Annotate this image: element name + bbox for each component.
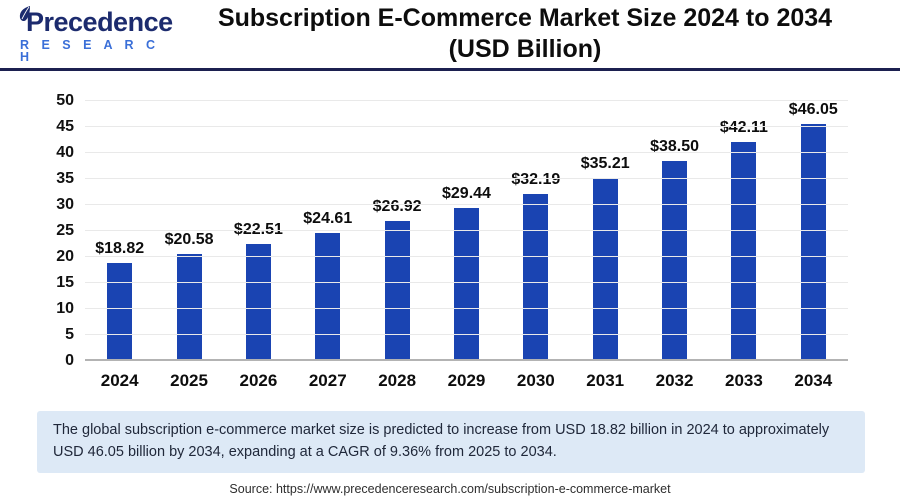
gridline [85,256,848,257]
gridline [85,204,848,205]
y-axis-tick-label: 10 [56,300,74,317]
bar-2028 [384,221,410,361]
bar-value-label: $29.44 [442,184,491,202]
y-axis-tick-label: 35 [56,170,74,187]
chart-title-line1: Subscription E-Commerce Market Size 2024… [217,3,833,32]
y-axis-tick-label: 0 [65,352,74,369]
bar-value-label: $35.21 [580,154,630,172]
bar-column-2024: $18.82 [85,101,154,361]
bar-column-2033: $42.11 [709,101,778,361]
x-axis-tick-label: 2032 [655,371,694,390]
x-axis-tick-label: 2030 [516,371,555,390]
bar-value-label: $24.61 [303,210,353,228]
y-axis-tick-label: 45 [56,118,74,135]
gridline [85,282,848,283]
y-axis-tick-label: 20 [56,248,74,265]
bar-2024 [107,263,133,361]
bar-column-2026: $22.51 [224,101,293,361]
x-axis-tick-label: 2034 [794,371,833,390]
bar-2033 [731,142,757,361]
logo-name: Precedence [26,6,173,37]
bar-2025 [176,253,202,361]
bar-column-2029: $29.44 [432,101,501,361]
chart-title: Subscription E-Commerce Market Size 2024… [168,3,890,66]
bar-value-label: $22.51 [233,220,283,238]
bar-value-label: $26.92 [372,198,422,216]
y-axis-tick-label: 25 [56,222,74,239]
gridline [85,100,848,101]
bar-value-label: $46.05 [788,101,838,118]
bars: $18.82 $20.58 $22.51 $24.61 $26.92 $29.44 $32.… [85,101,848,361]
y-axis-tick-label: 30 [56,196,74,213]
gridline [85,230,848,231]
y-axis-tick-label: 50 [56,92,74,109]
source-attribution: Source: https://www.precedenceresearch.c… [229,481,671,496]
y-axis-tick-label: 40 [56,144,74,161]
bar-value-label: $42.11 [719,119,768,137]
bar-2030 [523,193,549,361]
bar-chart: $18.82 $20.58 $22.51 $24.61 $26.92 $29.44 $32.… [0,71,900,391]
y-axis-tick-label: 5 [65,326,74,343]
x-axis-tick-label: 2033 [725,371,763,390]
bar-column-2028: $26.92 [362,101,431,361]
bar-2026 [245,243,271,361]
chart-title-line2: (USD Billion) [448,35,602,63]
x-axis-tick-label: 2028 [378,371,417,390]
x-axis-line [85,359,848,361]
bar-2034 [800,124,826,361]
bar-column-2032: $38.50 [640,101,709,361]
x-axis-tick-label: 2029 [447,371,486,390]
bar-2029 [453,207,479,361]
precedence-research-logo: Precedence R E S E A R C H [18,5,173,64]
x-axis-tick-label: 2024 [100,371,139,390]
x-axis-tick-label: 2026 [239,371,278,390]
bar-column-2027: $24.61 [293,101,362,361]
x-axis-tick-label: 2031 [586,371,625,390]
plot-area: $18.82 $20.58 $22.51 $24.61 $26.92 $29.44 $32.… [56,92,848,369]
bar-2027 [315,233,341,361]
gridline [85,126,848,127]
bar-value-label: $32.19 [511,170,561,188]
y-axis-tick-label: 15 [56,274,74,291]
bar-value-label: $38.50 [650,137,700,155]
leaf-icon [19,5,30,21]
gridline [85,308,848,309]
bar-column-2025: $20.58 [154,101,223,361]
bar-column-2034: $46.05 [779,101,848,361]
gridline [85,334,848,335]
x-axis-tick-label: 2027 [308,371,347,390]
bar-value-label: $18.82 [95,240,145,258]
bar-2031 [592,177,618,361]
gridline [85,178,848,179]
summary-caption: The global subscription e-commerce marke… [37,411,865,473]
bar-column-2031: $35.21 [571,101,640,361]
bar-column-2030: $32.19 [501,101,570,361]
x-axis-tick-label: 2025 [170,371,208,390]
bar-value-label: $20.58 [164,230,214,248]
x-axis-labels: 2024 2025 2026 2027 2028 2029 2030 2031 2032 2033… [85,371,848,391]
gridline [85,152,848,153]
page-header: Precedence R E S E A R C H Subscription … [0,0,900,71]
bar-2032 [662,160,688,361]
logo-subtitle: R E S E A R C H [20,37,160,64]
